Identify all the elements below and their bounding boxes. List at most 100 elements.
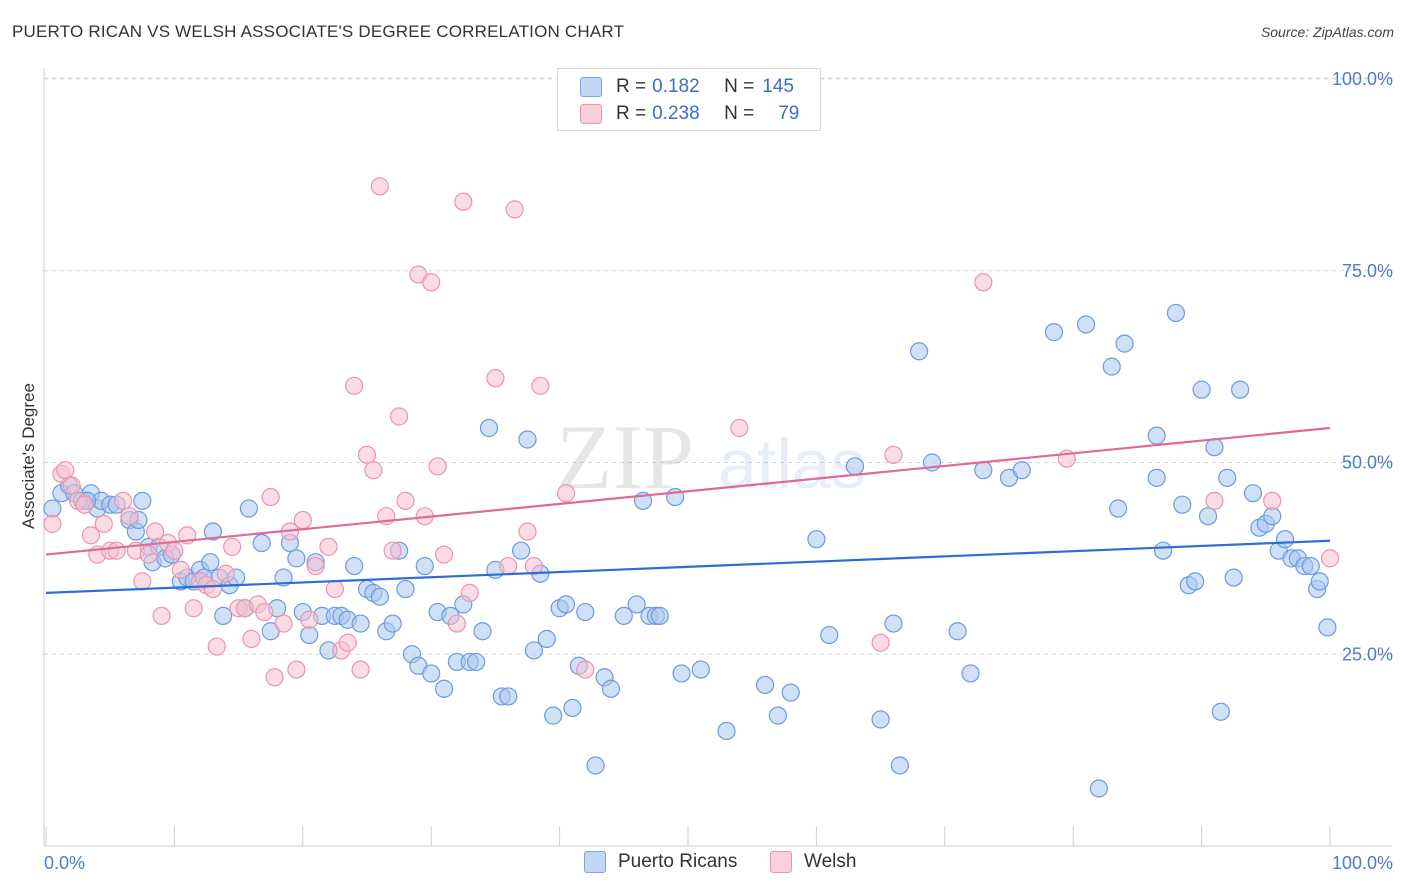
point-welsh	[1263, 491, 1282, 510]
point-puerto-ricans	[479, 418, 499, 438]
point-puerto-ricans	[1147, 468, 1166, 487]
y-tick-labels: 25.0% 50.0% 75.0% 100.0%	[1332, 69, 1393, 664]
y-axis-label: Associate's Degree	[19, 383, 38, 529]
point-puerto-ricans	[1147, 426, 1166, 445]
point-puerto-ricans	[351, 614, 370, 633]
watermark-atlas: atlas	[718, 425, 866, 503]
point-puerto-ricans	[1044, 323, 1064, 342]
bottom-legend-swatch-pink	[770, 851, 792, 873]
bottom-legend-welsh: Welsh	[770, 851, 856, 873]
point-puerto-ricans	[201, 553, 220, 572]
bottom-legend-label: Welsh	[804, 851, 857, 872]
point-welsh	[357, 445, 377, 464]
point-puerto-ricans	[1089, 779, 1108, 798]
point-puerto-ricans	[274, 568, 293, 587]
point-puerto-ricans	[1205, 438, 1224, 457]
point-welsh	[338, 633, 357, 652]
legend-row-welsh: R = 0.238 N = 79	[580, 101, 799, 127]
point-puerto-ricans	[214, 606, 233, 626]
point-welsh	[884, 445, 903, 464]
point-welsh	[152, 606, 171, 626]
point-welsh	[223, 537, 242, 556]
legend-r-value: 0.238	[652, 103, 700, 124]
point-welsh	[146, 522, 165, 541]
point-puerto-ricans	[473, 622, 492, 641]
point-welsh	[139, 545, 158, 564]
point-welsh	[422, 273, 441, 292]
point-puerto-ricans	[422, 664, 441, 683]
point-welsh	[447, 614, 466, 633]
point-puerto-ricans	[601, 679, 621, 698]
point-welsh	[255, 602, 274, 622]
point-puerto-ricans	[524, 641, 544, 660]
point-welsh	[261, 487, 280, 507]
point-puerto-ricans	[1301, 556, 1320, 576]
source-label: Source: ZipAtlas.com	[1260, 24, 1394, 40]
point-puerto-ricans	[563, 698, 582, 718]
point-welsh	[345, 376, 364, 395]
point-puerto-ricans	[1310, 572, 1329, 591]
bottom-legend-swatch-blue	[584, 851, 606, 873]
legend-r-value: 0.182	[652, 76, 700, 97]
point-puerto-ricans	[974, 461, 993, 480]
point-welsh	[364, 461, 383, 480]
point-welsh	[871, 633, 890, 652]
point-welsh	[370, 177, 389, 196]
watermark: ZIP atlas	[556, 406, 866, 508]
y-tick-label: 50.0%	[1342, 453, 1393, 473]
point-welsh	[325, 579, 344, 599]
point-puerto-ricans	[499, 687, 518, 706]
point-puerto-ricans	[203, 522, 223, 541]
point-welsh	[383, 541, 402, 560]
point-puerto-ricans	[807, 530, 826, 549]
point-puerto-ricans	[556, 595, 576, 614]
point-welsh	[62, 476, 81, 495]
legend-n-value: 145	[762, 76, 794, 97]
point-puerto-ricans	[672, 664, 691, 683]
point-puerto-ricans	[544, 706, 563, 725]
point-puerto-ricans	[717, 721, 736, 741]
point-puerto-ricans	[239, 499, 258, 518]
point-puerto-ricans	[948, 622, 967, 641]
point-welsh	[306, 556, 325, 576]
point-welsh	[390, 407, 409, 426]
y-tick-label: 75.0%	[1342, 261, 1393, 281]
point-welsh	[75, 495, 94, 514]
point-welsh	[428, 457, 447, 476]
point-welsh	[265, 668, 284, 687]
point-puerto-ricans	[1263, 507, 1282, 526]
point-puerto-ricans	[871, 710, 890, 729]
legend-n-label: N =	[724, 76, 755, 97]
legend-n-value: 79	[778, 103, 800, 124]
stats-legend: R = 0.182 N = 145 R = 0.238 N = 79	[557, 68, 821, 131]
point-puerto-ricans	[1166, 303, 1186, 323]
chart-title: PUERTO RICAN VS WELSH ASSOCIATE'S DEGREE…	[12, 22, 625, 41]
point-welsh	[730, 418, 749, 438]
trend-line-puerto-ricans	[45, 539, 1331, 594]
point-welsh	[396, 491, 415, 510]
x-tick-label-min: 0.0%	[44, 853, 85, 873]
point-puerto-ricans	[1173, 495, 1192, 514]
point-puerto-ricans	[1102, 357, 1121, 376]
point-puerto-ricans	[345, 556, 364, 576]
point-welsh	[165, 541, 184, 560]
point-welsh	[293, 510, 312, 530]
bottom-legend-label: Puerto Ricans	[618, 851, 738, 872]
point-puerto-ricans	[518, 430, 537, 449]
point-puerto-ricans	[1192, 380, 1211, 399]
point-welsh	[242, 629, 261, 649]
point-welsh	[274, 614, 293, 633]
point-welsh	[454, 192, 473, 211]
point-puerto-ricans	[434, 679, 454, 698]
point-puerto-ricans	[627, 595, 646, 614]
point-welsh	[107, 541, 126, 560]
point-puerto-ricans	[43, 499, 62, 518]
point-puerto-ricans	[537, 629, 556, 649]
point-puerto-ricans	[1186, 572, 1205, 591]
point-puerto-ricans	[1224, 568, 1243, 587]
point-puerto-ricans	[511, 541, 531, 560]
point-welsh	[287, 660, 306, 679]
point-welsh	[518, 522, 537, 541]
point-puerto-ricans	[1231, 380, 1250, 399]
